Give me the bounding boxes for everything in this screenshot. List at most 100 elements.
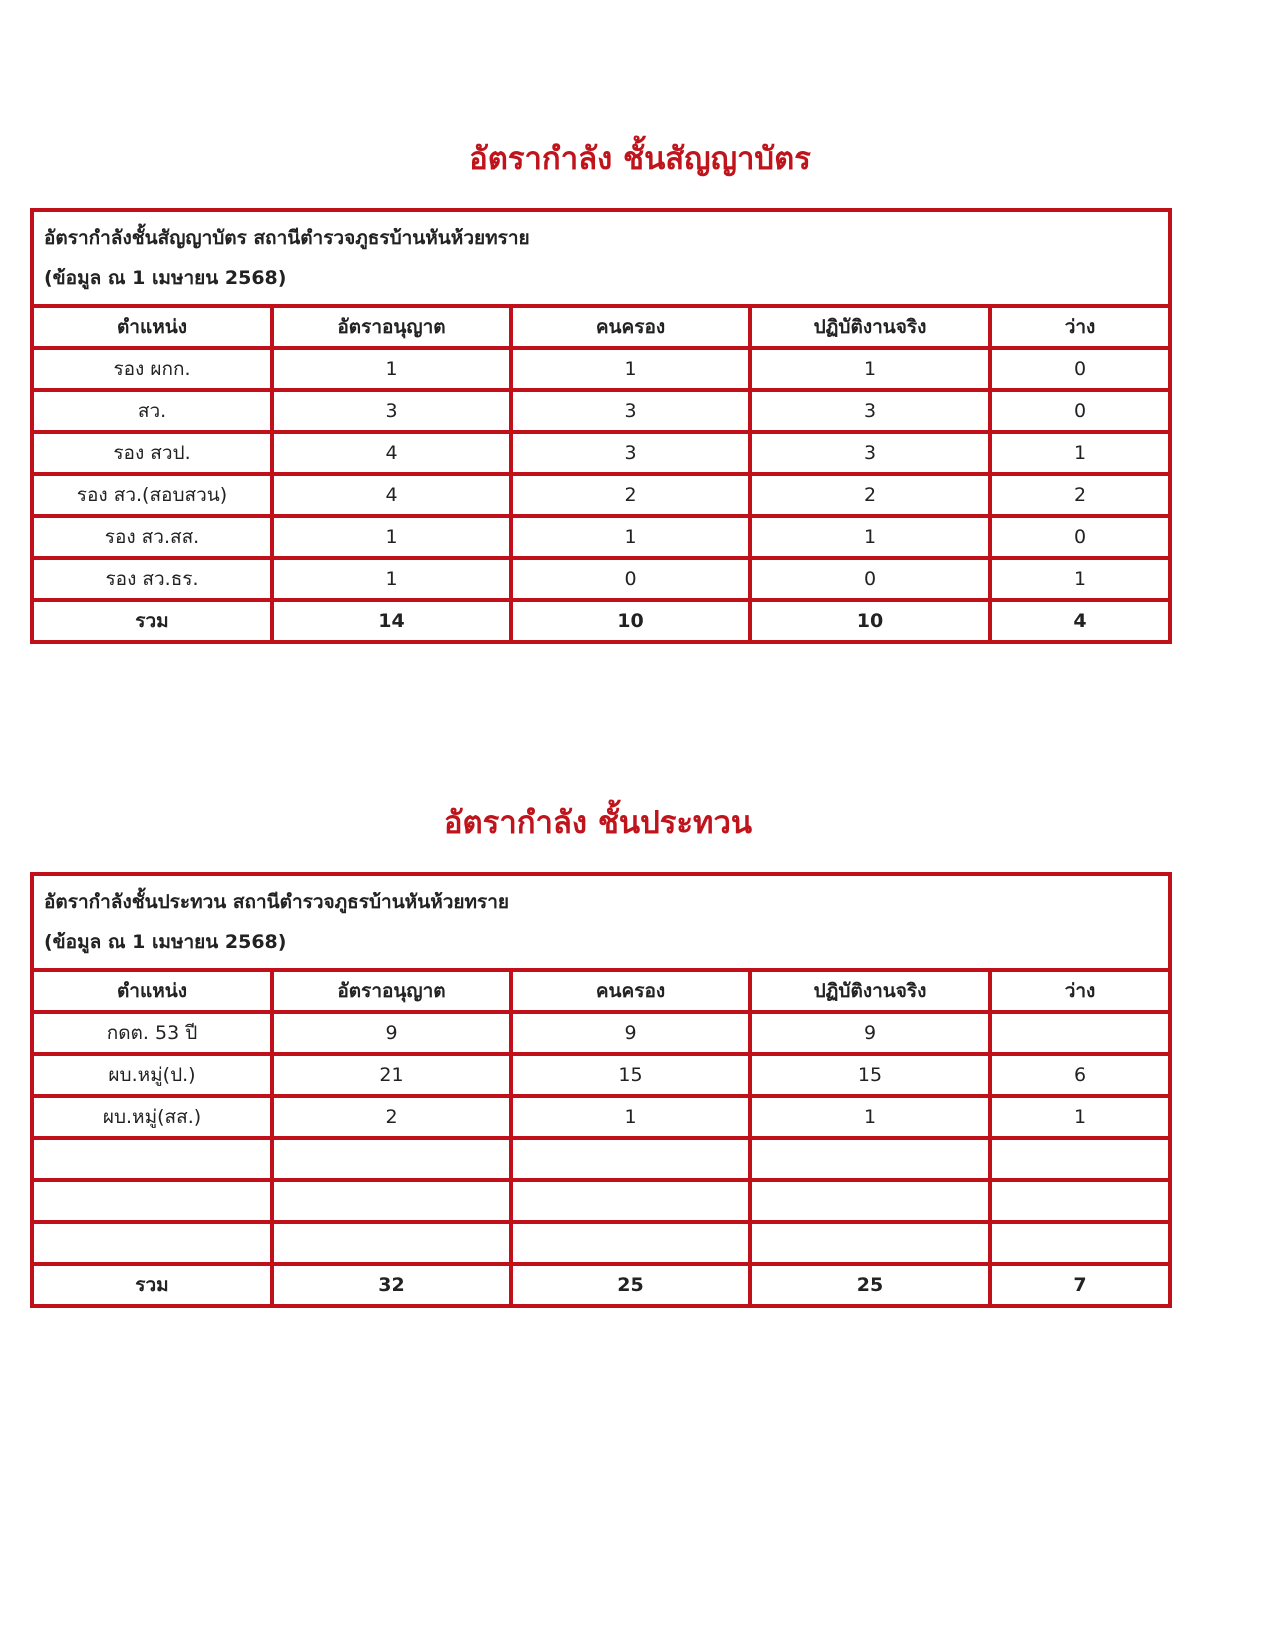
caption-date: (ข้อมูล ณ 1 เมษายน 2568) — [44, 931, 287, 953]
table-cell: 1 — [509, 1094, 752, 1140]
table-cell: 1 — [987, 556, 1173, 602]
table-row: รอง สว.(สอบสวน) 4 2 2 2 — [30, 472, 1173, 518]
table-row — [30, 1220, 1172, 1266]
table-cell: รอง ผกก. — [30, 346, 274, 392]
table-cell: 10 — [748, 598, 992, 644]
table-cell: 1 — [748, 346, 992, 392]
table-cell: คนครอง — [509, 968, 752, 1014]
table-cell: 1 — [509, 346, 752, 392]
caption-title: อัตรากำลังชั้นประทวน สถานีตำรวจภูธรบ้านห… — [44, 891, 510, 913]
table-caption: อัตรากำลังชั้นประทวน สถานีตำรวจภูธรบ้านห… — [30, 872, 1172, 972]
table-cell: 0 — [987, 388, 1173, 434]
table-cell — [509, 1220, 752, 1266]
table-cell: 0 — [987, 346, 1173, 392]
table-cell: 1 — [748, 1094, 992, 1140]
table-cell: ผบ.หมู่(ป.) — [30, 1052, 274, 1098]
table-cell: 2 — [270, 1094, 513, 1140]
table-caption: อัตรากำลังชั้นสัญญาบัตร สถานีตำรวจภูธรบ้… — [29, 208, 1173, 308]
table-cell: รวม — [30, 1262, 274, 1308]
table-cell — [270, 1220, 513, 1266]
table-cell: ตำแหน่ง — [30, 304, 274, 350]
table-row: กดต. 53 ปี 9 9 9 — [30, 1010, 1172, 1056]
table-cell: อัตราอนุญาต — [270, 968, 513, 1014]
table-cell: 10 — [509, 598, 752, 644]
table-row: ผบ.หมู่(ป.) 21 15 15 6 — [30, 1052, 1172, 1098]
table-cell: 1 — [270, 346, 513, 392]
table-cell: ว่าง — [988, 968, 1172, 1014]
table-cell: 7 — [988, 1262, 1172, 1308]
table-cell: ผบ.หมู่(สส.) — [30, 1094, 274, 1140]
table-cell: รอง สว.(สอบสวน) — [30, 472, 274, 518]
table-cell: 1 — [270, 514, 513, 560]
table-cell: 3 — [748, 430, 992, 476]
table-cell — [509, 1178, 752, 1224]
table-cell: 15 — [509, 1052, 752, 1098]
table-cell — [30, 1136, 274, 1182]
table-row: รอง ผกก. 1 1 1 0 — [30, 346, 1173, 392]
table-cell: 1 — [988, 1094, 1172, 1140]
table-row: รอง สว.สส. 1 1 1 0 — [30, 514, 1173, 560]
table-cell: ปฏิบัติงานจริง — [748, 968, 992, 1014]
table-cell: 25 — [509, 1262, 752, 1308]
table-cell: อัตราอนุญาต — [270, 304, 513, 350]
table-cell — [988, 1010, 1172, 1056]
table-cell: 21 — [270, 1052, 513, 1098]
table-cell: 2 — [748, 472, 992, 518]
officers-table: อัตรากำลังชั้นสัญญาบัตร สถานีตำรวจภูธรบ้… — [29, 208, 1173, 644]
table-cell: 3 — [270, 388, 513, 434]
table-cell: 4 — [270, 430, 513, 476]
table-cell — [748, 1178, 992, 1224]
table-cell — [270, 1136, 513, 1182]
table-row: รอง สวป. 4 3 3 1 — [30, 430, 1173, 476]
table-header-row: ตำแหน่ง อัตราอนุญาต คนครอง ปฏิบัติงานจริง ว่… — [30, 968, 1172, 1014]
table-total-row: รวม 14 10 10 4 — [30, 598, 1173, 644]
table-row: ผบ.หมู่(สส.) 2 1 1 1 — [30, 1094, 1172, 1140]
table-cell: 0 — [987, 514, 1173, 560]
table-cell: 9 — [509, 1010, 752, 1056]
table-cell: 4 — [987, 598, 1173, 644]
table-cell — [988, 1178, 1172, 1224]
table-cell: 0 — [509, 556, 752, 602]
table-cell: 25 — [748, 1262, 992, 1308]
section-title-noncommissioned: อัตรากำลัง ชั้นประทวน — [443, 805, 753, 841]
table-cell: 1 — [987, 430, 1173, 476]
table-cell: 14 — [270, 598, 513, 644]
table-cell: 3 — [509, 430, 752, 476]
table-row — [30, 1178, 1172, 1224]
table-cell: 32 — [270, 1262, 513, 1308]
table-cell: 6 — [988, 1052, 1172, 1098]
table-cell: รอง สว.สส. — [30, 514, 274, 560]
caption-date: (ข้อมูล ณ 1 เมษายน 2568) — [44, 267, 287, 289]
table-cell: 15 — [748, 1052, 992, 1098]
table-cell: ตำแหน่ง — [30, 968, 274, 1014]
table-cell: 1 — [270, 556, 513, 602]
caption-title: อัตรากำลังชั้นสัญญาบัตร สถานีตำรวจภูธรบ้… — [44, 227, 530, 249]
table-total-row: รวม 32 25 25 7 — [30, 1262, 1172, 1308]
table-cell: 1 — [748, 514, 992, 560]
table-cell: คนครอง — [509, 304, 752, 350]
table-cell: รอง สวป. — [30, 430, 274, 476]
table-cell: 2 — [509, 472, 752, 518]
table-header-row: ตำแหน่ง อัตราอนุญาต คนครอง ปฏิบัติงานจริง ว่… — [30, 304, 1173, 350]
table-row — [30, 1136, 1172, 1182]
noncommissioned-table: อัตรากำลังชั้นประทวน สถานีตำรวจภูธรบ้านห… — [30, 872, 1172, 1308]
table-cell: ว่าง — [987, 304, 1173, 350]
table-cell: 4 — [270, 472, 513, 518]
table-cell: รอง สว.ธร. — [30, 556, 274, 602]
table-cell: 9 — [270, 1010, 513, 1056]
table-row: รอง สว.ธร. 1 0 0 1 — [30, 556, 1173, 602]
table-cell — [988, 1136, 1172, 1182]
table-cell: 0 — [748, 556, 992, 602]
table-cell: ปฏิบัติงานจริง — [748, 304, 992, 350]
section-title-officers: อัตรากำลัง ชั้นสัญญาบัตร — [469, 141, 811, 177]
table-cell: 2 — [987, 472, 1173, 518]
table-cell — [988, 1220, 1172, 1266]
table-cell: กดต. 53 ปี — [30, 1010, 274, 1056]
table-cell — [509, 1136, 752, 1182]
table-cell — [748, 1136, 992, 1182]
table-cell — [748, 1220, 992, 1266]
table-cell — [30, 1178, 274, 1224]
table-cell: 3 — [509, 388, 752, 434]
table-cell: สว. — [30, 388, 274, 434]
table-cell: 1 — [509, 514, 752, 560]
